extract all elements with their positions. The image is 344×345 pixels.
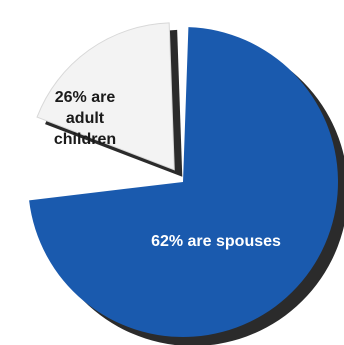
adult-children-slice — [36, 22, 175, 171]
spouses-label: 62% are spouses — [151, 233, 281, 250]
label-layer: 62% are spouses 26% are adult children — [54, 89, 281, 250]
adult-children-label: 26% are adult children — [54, 89, 116, 148]
slice-layer — [29, 22, 338, 337]
spouses-slice — [29, 27, 338, 337]
